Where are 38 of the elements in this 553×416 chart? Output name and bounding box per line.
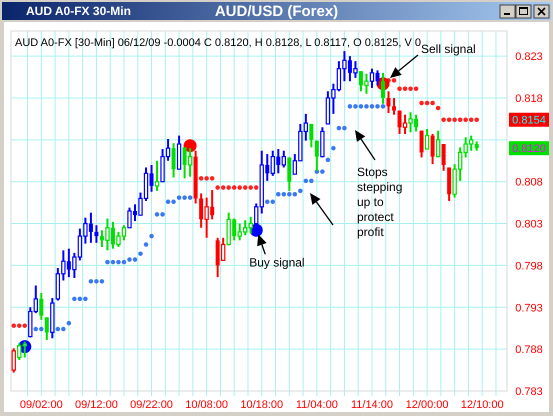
x-tick-label: 09/02:00 [20, 399, 63, 411]
candlestick [442, 143, 446, 172]
text: 0.8154 [512, 114, 546, 127]
y-tick-label: 0.798 [515, 260, 543, 272]
candlestick [314, 140, 319, 172]
candlestick [386, 90, 391, 114]
candlestick [392, 96, 396, 116]
candlestick [94, 224, 98, 244]
x-tick-label: 10/18:00 [240, 399, 284, 411]
annotation: Sell signal [421, 42, 476, 56]
y-tick-label: 0.803 [515, 218, 543, 231]
x-tick-label: 10/08:00 [185, 399, 228, 411]
candlestick [430, 132, 435, 166]
text: AUD A0-FX 30-Min [26, 4, 131, 18]
candlestick [309, 122, 314, 148]
y-tick-label: 0.783 [515, 386, 543, 398]
candlestick [436, 130, 440, 158]
text: 0.8120 [512, 143, 546, 156]
candlestick [44, 316, 49, 341]
y-tick-label: 0.788 [515, 344, 543, 356]
candlestick [172, 142, 176, 179]
x-tick-label: 11/14:00 [350, 399, 393, 411]
text: AUD A0-FX [30-Min] 06/12/09 -0.0004 C 0.8120, H 0.8128, L 0.8117, O 0.8125, V 0 [15, 37, 422, 49]
x-tick-label: 11/04:00 [296, 399, 338, 411]
y-tick-label: 0.818 [515, 92, 543, 105]
annotation: Buy signal [249, 255, 305, 270]
x-tick-label: 12/10:00 [460, 399, 504, 411]
y-tick-label: 0.823 [515, 51, 543, 64]
candlestick [424, 128, 430, 150]
annotation: Stops stepping up to protect profit [357, 165, 402, 239]
y-tick-label: 0.808 [515, 176, 543, 189]
x-tick-label: 09/22:00 [130, 399, 173, 411]
y-tick-label: 0.793 [515, 302, 543, 314]
candlestick [39, 292, 44, 321]
chart-title: AUD/USD (Forex) [214, 3, 338, 20]
candlestick [420, 130, 424, 158]
x-tick-label: 12/00:00 [406, 399, 449, 411]
x-tick-label: 09/12:00 [75, 399, 118, 411]
